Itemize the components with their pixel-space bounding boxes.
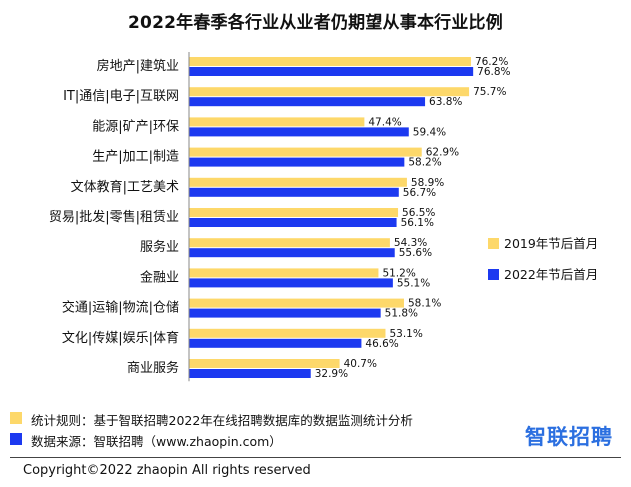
legend-swatch	[488, 238, 499, 249]
category-label: 文体教育|工艺美术	[71, 179, 179, 195]
category-label: 商业服务	[127, 360, 179, 376]
value-label: 75.7%	[473, 86, 506, 98]
legend-swatch	[488, 269, 499, 280]
bar-2019	[189, 57, 471, 66]
value-label: 53.1%	[389, 328, 422, 340]
bar-2022	[189, 338, 362, 348]
bar-2019	[189, 238, 390, 248]
legend-label: 2019年节后首月	[504, 236, 598, 251]
category-label: 交通|运输|物流|仓储	[62, 300, 179, 316]
value-label: 32.9%	[315, 368, 348, 380]
bar-2022	[189, 127, 409, 137]
value-label: 47.4%	[368, 116, 401, 128]
bar-2022	[189, 157, 405, 167]
category-label: IT|通信|电子|互联网	[63, 89, 179, 104]
bar-2019	[189, 117, 365, 127]
value-label: 51.8%	[385, 308, 418, 320]
bar-2022	[189, 218, 397, 227]
data-source-note: 数据来源：智联招聘（www.zhaopin.com）	[31, 434, 282, 449]
stat-rule-note: 统计规则：基于智联招聘2022年在线招聘数据库的数据监测统计分析	[31, 413, 413, 428]
value-label: 63.8%	[429, 96, 462, 108]
bar-2019	[189, 298, 404, 308]
bar-2019	[189, 208, 399, 217]
bar-2019	[189, 328, 386, 338]
value-label: 56.5%	[402, 207, 435, 219]
category-label: 服务业	[140, 239, 179, 255]
value-label: 55.6%	[399, 247, 432, 259]
value-label: 56.1%	[401, 217, 434, 229]
bar-2019	[189, 268, 379, 278]
bar-2022	[189, 97, 426, 107]
value-label: 58.2%	[408, 157, 441, 169]
value-label: 58.1%	[408, 298, 441, 310]
value-label: 62.9%	[426, 147, 459, 159]
value-label: 46.6%	[365, 338, 398, 350]
bar-2022	[189, 308, 381, 318]
chart-title: 2022年春季各行业从业者仍期望从事本行业比例	[128, 13, 503, 33]
value-label: 40.7%	[344, 358, 377, 370]
bar-2019	[189, 87, 470, 97]
bar-2022	[189, 278, 393, 288]
footer-divider	[10, 457, 621, 458]
value-label: 76.8%	[477, 66, 510, 78]
source-marker	[10, 433, 22, 445]
value-label: 51.2%	[382, 267, 415, 279]
category-label: 文化|传媒|娱乐|体育	[62, 330, 179, 346]
bar-2019	[189, 359, 340, 368]
value-label: 54.3%	[394, 237, 427, 249]
bar-2022	[189, 67, 474, 76]
value-label: 56.7%	[403, 187, 436, 199]
category-label: 房地产|建筑业	[97, 58, 179, 74]
bar-2022	[189, 187, 399, 197]
category-label: 金融业	[140, 269, 179, 285]
bar-2022	[189, 369, 311, 378]
value-label: 59.4%	[413, 126, 446, 138]
category-label: 生产|加工|制造	[92, 150, 179, 165]
bar-2019	[189, 177, 407, 187]
rule-marker	[10, 412, 22, 424]
bar-2022	[189, 248, 395, 258]
legend-label: 2022年节后首月	[504, 267, 598, 282]
zhaopin-logo: 智联招聘	[525, 425, 613, 449]
value-label: 55.1%	[397, 277, 430, 289]
category-label: 能源|矿产|环保	[92, 119, 179, 134]
value-label: 76.2%	[475, 56, 508, 68]
category-label: 贸易|批发|零售|租赁业	[49, 209, 179, 225]
bar-2019	[189, 147, 422, 157]
copyright-text: Copyright©2022 zhaopin All rights reserv…	[23, 463, 311, 478]
value-label: 58.9%	[411, 177, 444, 189]
